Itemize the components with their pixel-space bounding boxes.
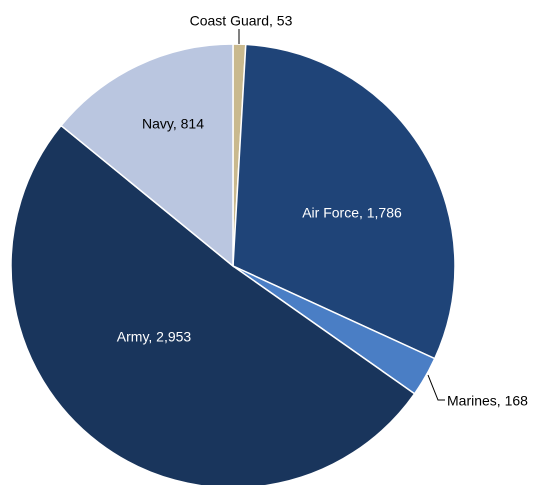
- data-labels: Coast Guard, 53 Air Force, 1,786 Marines, …: [117, 13, 528, 409]
- data-label-navy: Navy, 814: [142, 116, 204, 132]
- data-label-army: Army, 2,953: [117, 329, 192, 345]
- pie-slices: [10, 43, 456, 485]
- data-label-coast-guard: Coast Guard, 53: [190, 13, 293, 29]
- data-label-air-force: Air Force, 1,786: [302, 205, 402, 221]
- leader-line-marines: [427, 374, 445, 401]
- pie-slice-air-force: [232, 43, 456, 360]
- pie-slice-army: [10, 124, 416, 485]
- leader-lines: [238, 29, 445, 401]
- pie-slice-navy: [60, 43, 234, 268]
- data-label-marines: Marines, 168: [447, 393, 528, 409]
